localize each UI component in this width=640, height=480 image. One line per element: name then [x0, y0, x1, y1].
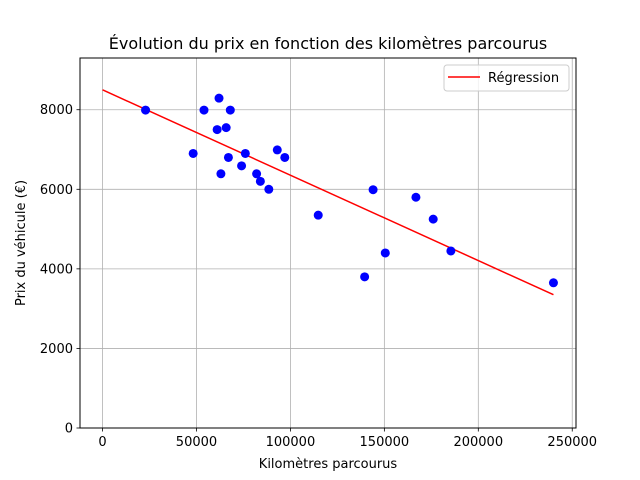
- scatter-point: [252, 169, 262, 179]
- scatter-point: [225, 105, 235, 115]
- scatter-point: [548, 278, 558, 288]
- scatter-point: [380, 248, 390, 258]
- legend: Régression: [443, 64, 570, 92]
- scatter-point: [360, 272, 370, 282]
- regression-line: [102, 89, 554, 296]
- x-tick-label: 0: [98, 435, 106, 450]
- legend-label-regression: Régression: [488, 71, 559, 86]
- scatter-point: [199, 105, 209, 115]
- scatter-point: [188, 148, 198, 158]
- scatter-point: [313, 210, 323, 220]
- scatter-point: [368, 185, 378, 195]
- scatter-layer: [141, 93, 558, 288]
- y-tick-label: 6000: [40, 183, 73, 198]
- scatter-point: [255, 176, 265, 186]
- x-tick-label: 100000: [266, 435, 316, 450]
- legend-box: [443, 64, 570, 92]
- scatter-point: [272, 145, 282, 155]
- x-tick-label: 150000: [360, 435, 410, 450]
- scatter-point: [411, 192, 421, 202]
- scatter-point: [237, 161, 247, 171]
- scatter-point: [240, 148, 250, 158]
- chart-title: Évolution du prix en fonction des kilomè…: [109, 34, 548, 53]
- scatter-point: [428, 214, 438, 224]
- regression-layer: [102, 89, 554, 296]
- y-axis: 0 2000 4000 6000 8000: [40, 103, 80, 437]
- scatter-point: [214, 93, 224, 103]
- scatter-point: [216, 169, 226, 179]
- scatter-point: [446, 246, 456, 256]
- scatter-point: [221, 123, 231, 133]
- scatter-point: [223, 152, 233, 162]
- y-tick-label: 0: [65, 422, 73, 437]
- y-tick-label: 2000: [40, 342, 73, 357]
- scatter-point: [141, 105, 151, 115]
- plot-frame: [79, 57, 577, 429]
- x-axis-label: Kilomètres parcourus: [259, 457, 398, 472]
- y-tick-label: 4000: [40, 262, 73, 277]
- y-tick-label: 8000: [40, 103, 73, 118]
- x-tick-label: 50000: [176, 435, 217, 450]
- x-tick-label: 200000: [453, 435, 503, 450]
- x-tick-label: 250000: [547, 435, 597, 450]
- scatter-point: [264, 184, 274, 194]
- y-axis-label: Prix du véhicule (€): [14, 180, 29, 306]
- grid: [80, 58, 576, 429]
- x-axis: 0 50000 100000 150000 200000 250000: [98, 428, 597, 450]
- scatter-point: [280, 152, 290, 162]
- scatter-point: [212, 125, 222, 135]
